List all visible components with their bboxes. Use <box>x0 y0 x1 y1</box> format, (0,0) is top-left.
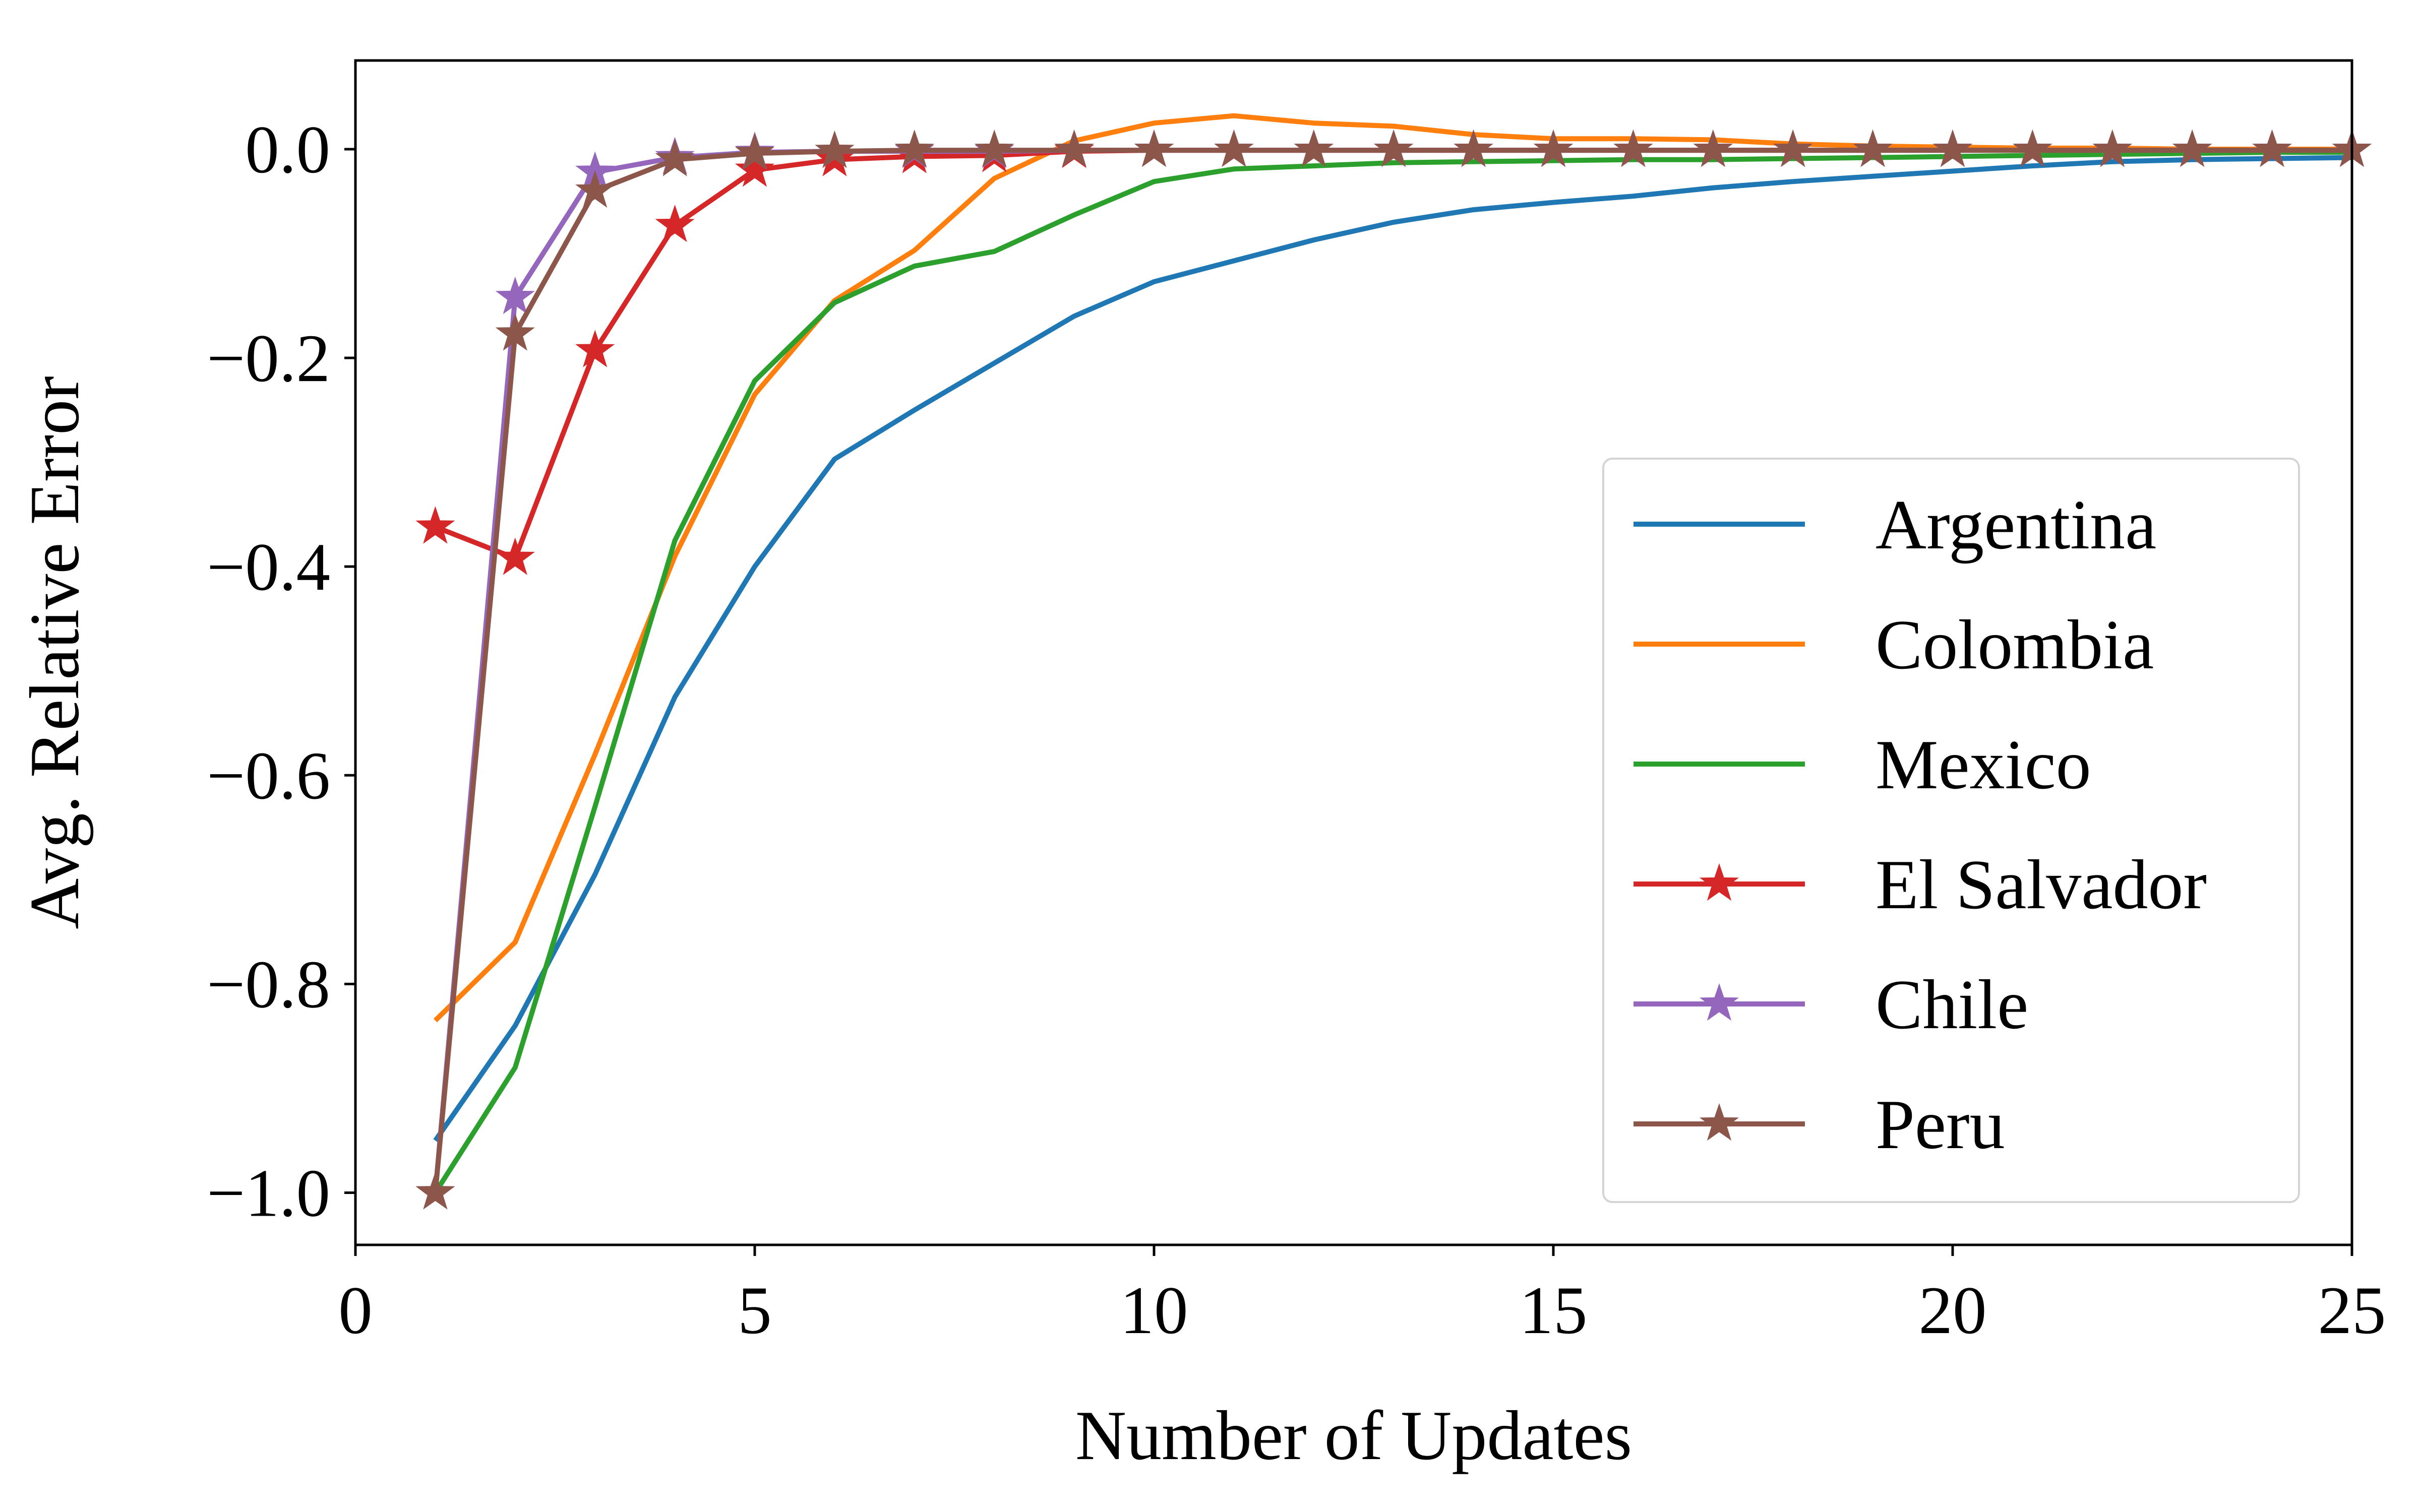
data-point-peru <box>1533 130 1574 167</box>
legend-entry-peru: Peru <box>1634 1086 2005 1164</box>
data-point-peru <box>1054 130 1094 167</box>
series-peru <box>415 130 2372 1210</box>
data-point-el-salvador <box>735 149 775 187</box>
legend-marker-el-salvador <box>1699 863 1739 901</box>
y-tick-label: −0.6 <box>207 738 330 813</box>
legend-entry-mexico: Mexico <box>1634 726 2091 804</box>
x-tick-label: 5 <box>738 1273 772 1348</box>
y-tick-label: −1.0 <box>207 1156 330 1231</box>
y-axis-label: Avg. Relative Error <box>16 376 94 929</box>
series-argentina <box>433 155 2352 1142</box>
legend-entry-argentina: Argentina <box>1634 486 2156 564</box>
data-point-peru <box>1374 130 1414 167</box>
data-point-peru <box>655 139 695 176</box>
data-point-el-salvador <box>575 330 615 367</box>
legend-marker-chile <box>1699 983 1739 1021</box>
data-point-peru <box>1773 130 1813 167</box>
data-point-peru <box>1214 130 1254 167</box>
x-tick-label: 15 <box>1520 1273 1588 1348</box>
series-layer <box>415 113 2372 1210</box>
data-point-peru <box>1134 130 1174 167</box>
y-axis: 0.0 −0.2 −0.4 −0.6 −0.8 −1.0 <box>207 112 355 1231</box>
data-point-peru <box>575 170 615 208</box>
legend-label-mexico: Mexico <box>1876 726 2091 804</box>
data-point-el-salvador <box>655 204 695 242</box>
data-point-el-salvador <box>495 537 535 575</box>
plot-area-frame <box>354 59 2353 1246</box>
legend-label-argentina: Argentina <box>1876 486 2156 564</box>
data-point-el-salvador <box>415 506 455 544</box>
data-point-peru <box>2252 130 2292 167</box>
data-point-peru <box>415 1172 455 1210</box>
data-point-peru <box>975 130 1014 167</box>
legend-entry-chile: Chile <box>1634 966 2028 1044</box>
data-point-peru <box>894 130 934 167</box>
legend-entry-el-salvador: El Salvador <box>1634 846 2207 924</box>
y-tick-label: 0.0 <box>245 112 330 187</box>
data-point-peru <box>1693 130 1733 167</box>
x-tick-label: 20 <box>1919 1273 1987 1348</box>
data-point-peru <box>495 313 535 351</box>
data-point-peru <box>1294 130 1334 167</box>
x-axis-label: Number of Updates <box>1075 1397 1632 1475</box>
data-point-peru <box>815 130 855 168</box>
data-point-peru <box>2172 130 2212 167</box>
legend-label-chile: Chile <box>1876 966 2028 1044</box>
x-tick-label: 0 <box>338 1273 373 1348</box>
legend-entry-colombia: Colombia <box>1634 606 2154 684</box>
series-line-argentina <box>433 155 2352 1142</box>
legend: Argentina Colombia Mexico El Salvador Chile P… <box>1602 458 2300 1203</box>
x-axis: 0 5 10 15 20 25 <box>338 1245 2386 1348</box>
y-tick-label: −0.8 <box>207 947 330 1022</box>
data-point-peru <box>2092 130 2132 167</box>
x-tick-label: 10 <box>1120 1273 1188 1348</box>
data-point-peru <box>1454 130 1493 167</box>
y-tick-label: −0.2 <box>207 321 330 396</box>
y-tick-label: −0.4 <box>207 530 330 605</box>
legend-marker-peru <box>1699 1103 1739 1141</box>
x-tick-label: 25 <box>2318 1273 2386 1348</box>
data-point-peru <box>1853 130 1893 167</box>
legend-label-peru: Peru <box>1876 1086 2005 1164</box>
data-point-peru <box>1932 130 1973 167</box>
legend-label-colombia: Colombia <box>1876 606 2154 684</box>
legend-label-el-salvador: El Salvador <box>1876 846 2207 924</box>
data-point-peru <box>2013 130 2052 167</box>
data-point-peru <box>1613 130 1653 167</box>
data-point-chile <box>495 276 535 314</box>
data-point-peru <box>735 133 775 170</box>
